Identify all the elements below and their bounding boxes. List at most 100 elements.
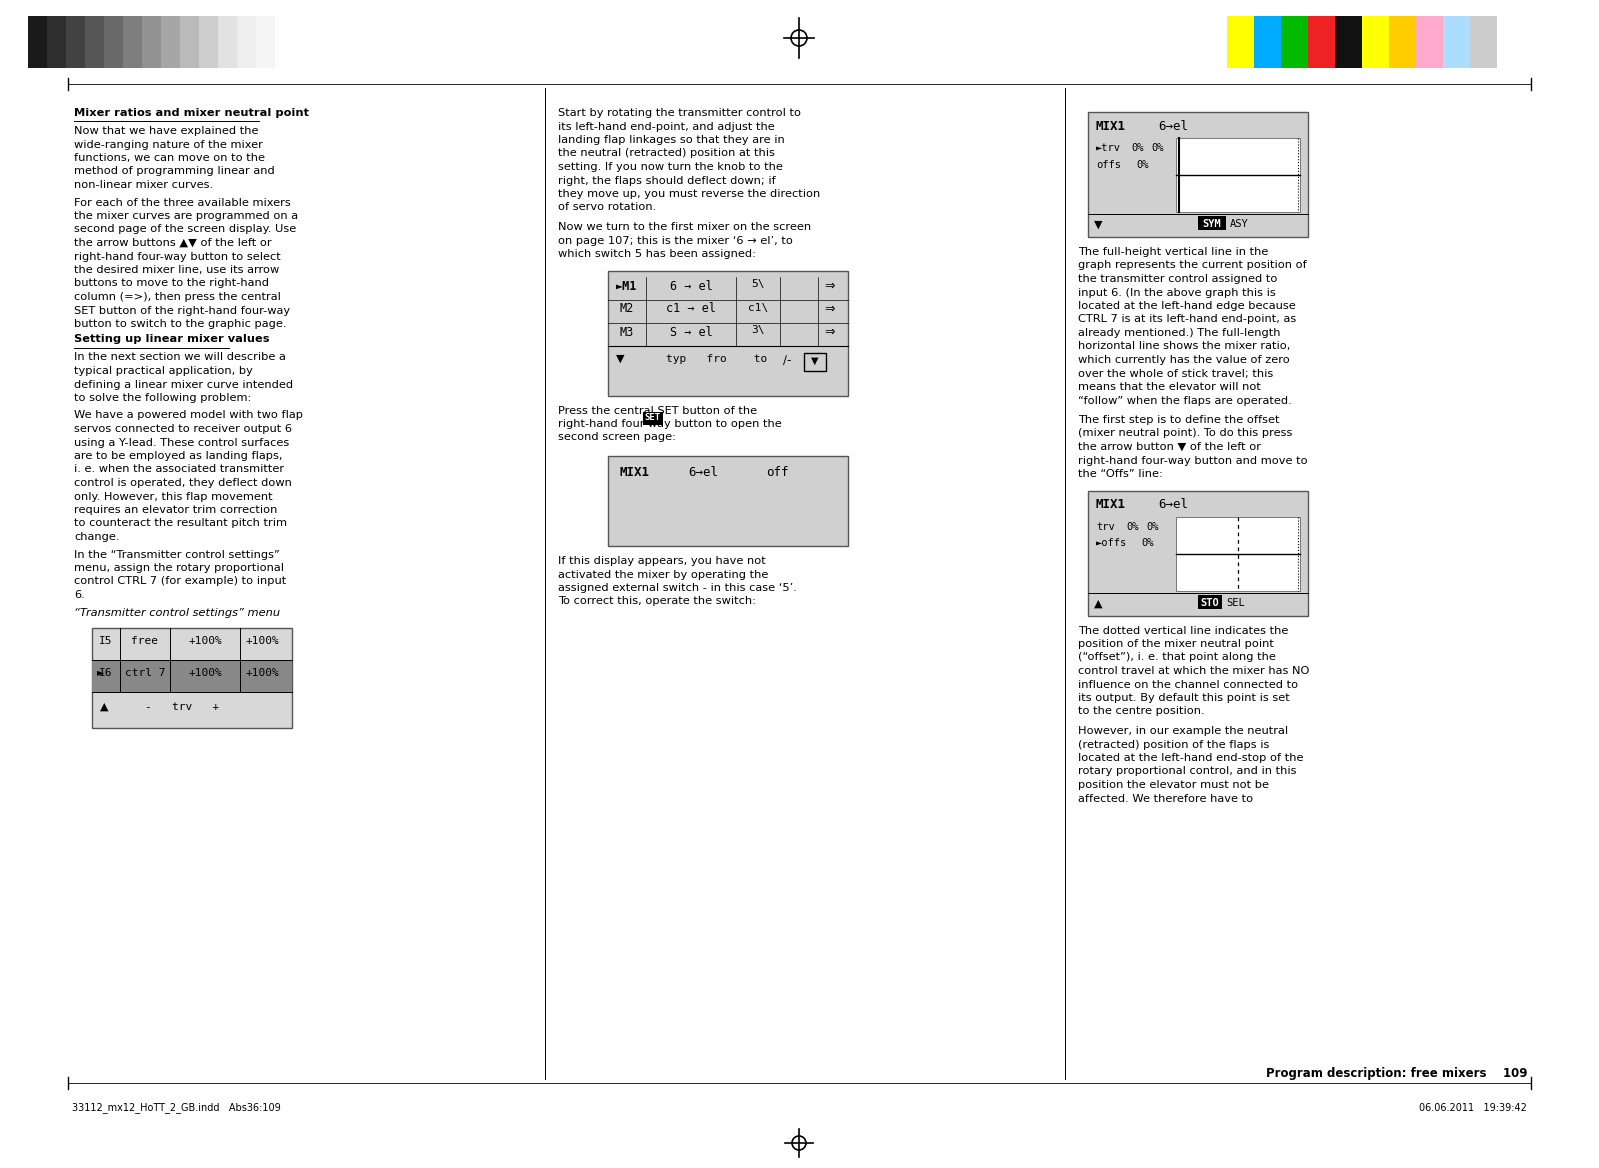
Text: 0%: 0% — [1151, 142, 1164, 153]
Text: “follow” when the flaps are operated.: “follow” when the flaps are operated. — [1078, 396, 1292, 405]
Text: second page of the screen display. Use: second page of the screen display. Use — [74, 224, 296, 235]
Text: located at the left-hand edge because: located at the left-hand edge because — [1078, 301, 1295, 311]
Text: 0%: 0% — [1130, 142, 1143, 153]
Bar — [217, 16, 237, 68]
Text: CTRL 7 is at its left-hand end-point, as: CTRL 7 is at its left-hand end-point, as — [1078, 314, 1297, 325]
Text: right-hand four-way button to select: right-hand four-way button to select — [74, 251, 281, 262]
Text: 0%: 0% — [1135, 160, 1148, 171]
Bar — [1281, 16, 1308, 68]
Text: (retracted) position of the flaps is: (retracted) position of the flaps is — [1078, 739, 1270, 750]
Text: 6→el: 6→el — [1158, 120, 1188, 133]
Bar — [1198, 595, 1222, 609]
Text: control travel at which the mixer has NO: control travel at which the mixer has NO — [1078, 666, 1310, 676]
Text: to solve the following problem:: to solve the following problem: — [74, 392, 251, 403]
Text: S → el: S → el — [670, 326, 713, 339]
Text: over the whole of stick travel; this: over the whole of stick travel; this — [1078, 368, 1273, 378]
Text: 3\: 3\ — [752, 326, 764, 335]
Text: menu, assign the rotary proportional: menu, assign the rotary proportional — [74, 563, 285, 573]
Bar — [1362, 16, 1390, 68]
Text: The first step is to define the offset: The first step is to define the offset — [1078, 415, 1279, 425]
Text: the “Offs” line:: the “Offs” line: — [1078, 470, 1162, 479]
Text: the neutral (retracted) position at this: the neutral (retracted) position at this — [558, 148, 776, 159]
Text: activated the mixer by operating the: activated the mixer by operating the — [558, 570, 769, 579]
Bar — [1417, 16, 1442, 68]
Text: 6→el: 6→el — [688, 466, 718, 479]
Bar — [643, 411, 662, 424]
Text: to the centre position.: to the centre position. — [1078, 707, 1204, 716]
Text: 0%: 0% — [1146, 521, 1159, 531]
Text: “Transmitter control settings” menu: “Transmitter control settings” menu — [74, 607, 280, 618]
Text: MIX1: MIX1 — [620, 466, 651, 479]
Text: +100%: +100% — [245, 667, 278, 677]
Bar — [804, 353, 827, 370]
Text: control CTRL 7 (for example) to input: control CTRL 7 (for example) to input — [74, 577, 286, 586]
Text: they move up, you must reverse the direction: they move up, you must reverse the direc… — [558, 189, 820, 199]
Bar — [104, 16, 123, 68]
Bar — [1175, 138, 1300, 213]
Text: trv: trv — [1095, 521, 1115, 531]
Bar — [66, 16, 85, 68]
Text: its left-hand end-point, and adjust the: its left-hand end-point, and adjust the — [558, 121, 776, 132]
Bar — [142, 16, 161, 68]
Text: ⇒: ⇒ — [825, 303, 835, 315]
Text: only. However, this flap movement: only. However, this flap movement — [74, 492, 272, 501]
Text: 5\: 5\ — [752, 279, 764, 290]
Text: If this display appears, you have not: If this display appears, you have not — [558, 556, 766, 566]
Text: SYM: SYM — [1202, 220, 1222, 229]
Text: position the elevator must not be: position the elevator must not be — [1078, 780, 1270, 790]
Bar — [1087, 491, 1308, 616]
Text: the arrow buttons ▲▼ of the left or: the arrow buttons ▲▼ of the left or — [74, 238, 272, 248]
Text: landing flap linkages so that they are in: landing flap linkages so that they are i… — [558, 135, 785, 145]
Bar — [256, 16, 275, 68]
Text: SET: SET — [644, 412, 660, 422]
Text: Press the central SET button of the: Press the central SET button of the — [558, 405, 756, 416]
Text: of servo rotation.: of servo rotation. — [558, 202, 656, 213]
Text: setting. If you now turn the knob to the: setting. If you now turn the knob to the — [558, 162, 784, 172]
Text: already mentioned.) The full-length: already mentioned.) The full-length — [1078, 328, 1281, 338]
Text: position of the mixer neutral point: position of the mixer neutral point — [1078, 639, 1274, 649]
Text: servos connected to receiver output 6: servos connected to receiver output 6 — [74, 424, 293, 434]
Text: STO: STO — [1201, 598, 1220, 607]
Text: located at the left-hand end-stop of the: located at the left-hand end-stop of the — [1078, 753, 1303, 763]
Text: i. e. when the associated transmitter: i. e. when the associated transmitter — [74, 465, 285, 474]
Text: means that the elevator will not: means that the elevator will not — [1078, 382, 1262, 392]
Text: ⇒: ⇒ — [825, 279, 835, 292]
Text: 33112_mx12_HoTT_2_GB.indd   Abs36:109: 33112_mx12_HoTT_2_GB.indd Abs36:109 — [72, 1103, 281, 1113]
Text: its output. By default this point is set: its output. By default this point is set — [1078, 693, 1290, 703]
Text: wide-ranging nature of the mixer: wide-ranging nature of the mixer — [74, 139, 262, 150]
Text: +100%: +100% — [189, 635, 222, 646]
Text: +100%: +100% — [245, 635, 278, 646]
Text: control is operated, they deflect down: control is operated, they deflect down — [74, 478, 293, 488]
Text: ▼: ▼ — [811, 355, 819, 366]
Text: MIX1: MIX1 — [1095, 120, 1126, 133]
Text: are to be employed as landing flaps,: are to be employed as landing flaps, — [74, 451, 283, 461]
Text: M2: M2 — [620, 303, 635, 315]
Bar — [1198, 216, 1226, 230]
Text: right, the flaps should deflect down; if: right, the flaps should deflect down; if — [558, 175, 776, 186]
Text: typical practical application, by: typical practical application, by — [74, 366, 253, 376]
Text: ∕‐: ∕‐ — [784, 354, 792, 367]
Text: ctrl 7: ctrl 7 — [125, 667, 165, 677]
Text: ►trv: ►trv — [1095, 142, 1121, 153]
Text: ▼: ▼ — [1094, 220, 1102, 230]
Text: 6→el: 6→el — [1158, 499, 1188, 512]
Text: affected. We therefore have to: affected. We therefore have to — [1078, 793, 1254, 804]
Text: 0%: 0% — [1126, 521, 1138, 531]
Bar — [161, 16, 181, 68]
Text: I6: I6 — [99, 667, 114, 677]
Text: -   trv   +: - trv + — [146, 702, 219, 711]
Text: the desired mixer line, use its arrow: the desired mixer line, use its arrow — [74, 265, 280, 274]
Text: typ   fro    to: typ fro to — [667, 354, 768, 363]
Text: M3: M3 — [620, 326, 635, 339]
Text: ASY: ASY — [1230, 220, 1249, 229]
Text: However, in our example the neutral: However, in our example the neutral — [1078, 726, 1289, 736]
Text: 0%: 0% — [1142, 538, 1153, 549]
Text: ▼: ▼ — [616, 354, 625, 363]
Text: c1 → el: c1 → el — [667, 303, 716, 315]
Bar — [46, 16, 66, 68]
Bar — [1308, 16, 1335, 68]
Text: (“offset”), i. e. that point along the: (“offset”), i. e. that point along the — [1078, 653, 1276, 662]
Text: 6 → el: 6 → el — [670, 279, 713, 292]
Bar — [29, 16, 46, 68]
Bar — [1390, 16, 1417, 68]
